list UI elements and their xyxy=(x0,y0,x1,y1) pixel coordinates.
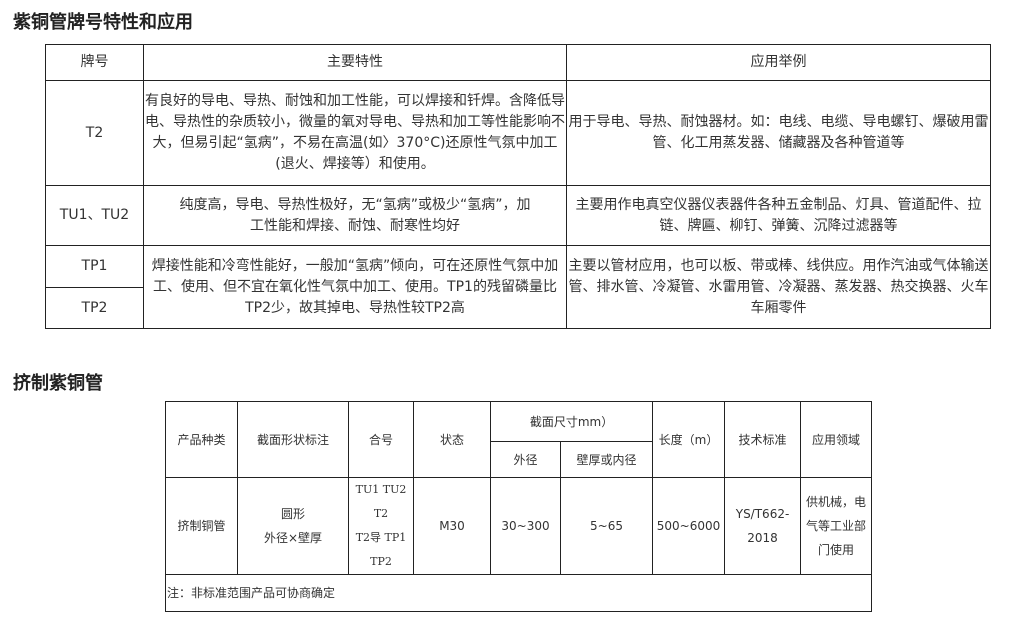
applications-cell: 主要用作电真空仪器仪表器件各种五金制品、灯具、管道配件、拉链、牌匾、柳钉、弹簧、… xyxy=(566,185,991,246)
table-row: TU1、TU2 纯度高，导电、导热性极好，无“氢病”或极少“氢病”，加工性能和焊… xyxy=(45,185,991,246)
field-cell: 供机械，电气等工业部门使用 xyxy=(800,477,873,575)
note-row: 注：非标准范围产品可协商确定 xyxy=(164,574,873,612)
header-wall: 壁厚或内径 xyxy=(559,441,654,478)
length-cell: 500~6000 xyxy=(652,477,726,575)
header-outer: 外径 xyxy=(490,441,561,478)
grade-properties-table: 牌号 主要特性 应用举例 T2 有良好的导电、导热、耐蚀和加工性能，可以焊接和钎… xyxy=(45,44,991,329)
header-section-size: 截面尺寸mm） xyxy=(489,401,654,442)
section-title-extruded: 挤制紫铜管 xyxy=(13,373,103,394)
grade-cell: T2 xyxy=(45,80,144,186)
state-cell: M30 xyxy=(413,477,491,575)
header-properties: 主要特性 xyxy=(143,44,567,81)
header-length: 长度（m） xyxy=(652,401,726,478)
table-header-row: 牌号 主要特性 应用举例 xyxy=(45,44,991,81)
grade-cell: TU1、TU2 xyxy=(45,185,144,246)
header-grade: 牌号 xyxy=(45,44,144,81)
table-header-row: 产品种类 截面形状标注 合号 状态 截面尺寸mm） 长度（m） 技术标准 应用领… xyxy=(165,401,873,478)
shape-line: 外径×壁厚 xyxy=(263,531,323,545)
header-state: 状态 xyxy=(413,401,491,478)
header-standard: 技术标准 xyxy=(724,401,802,478)
note-text: 注：非标准范围产品可协商确定 xyxy=(164,574,873,612)
properties-cell: 纯度高，导电、导热性极好，无“氢病”或极少“氢病”，加工性能和焊接、耐蚀、耐寒性… xyxy=(143,185,567,246)
alloy-line: TP2 xyxy=(370,555,392,568)
table-row: T2 有良好的导电、导热、耐蚀和加工性能，可以焊接和钎焊。含降低导电、导热性的杂… xyxy=(45,80,991,186)
extruded-tube-table: 产品种类 截面形状标注 合号 状态 截面尺寸mm） 长度（m） 技术标准 应用领… xyxy=(164,401,873,612)
header-field: 应用领域 xyxy=(800,401,873,478)
table-row: TP2 xyxy=(45,287,991,329)
alloy-line: T2导 TP1 xyxy=(355,531,407,544)
alloy-cell: TU1 TU2 T2 T2导 TP1 TP2 xyxy=(348,477,414,575)
grade-cell: TP1 xyxy=(45,245,144,288)
table-row: 挤制铜管 圆形外径×壁厚 TU1 TU2 T2 T2导 TP1 TP2 M30 30… xyxy=(165,477,873,575)
header-alloy: 合号 xyxy=(348,401,414,478)
header-applications: 应用举例 xyxy=(566,44,991,81)
outer-cell: 30~300 xyxy=(490,477,561,575)
alloy-line: TU1 TU2 T2 xyxy=(355,483,407,520)
wall-cell: 5~65 xyxy=(559,477,654,575)
product-cell: 挤制铜管 xyxy=(165,477,238,575)
section-title-properties: 紫铜管牌号特性和应用 xyxy=(13,12,193,33)
shape-line: 圆形 xyxy=(280,507,305,521)
applications-cell: 用于导电、导热、耐蚀器材。如：电线、电缆、导电螺钉、爆破用雷管、化工用蒸发器、储… xyxy=(566,80,991,186)
grade-cell: TP2 xyxy=(45,287,144,329)
header-shape: 截面形状标注 xyxy=(237,401,349,478)
header-product: 产品种类 xyxy=(165,401,238,478)
table-row: TP1 焊接性能和冷弯性能好，一般加“氢病”倾向，可在还原性气氛中加工、使用、但… xyxy=(45,245,991,329)
properties-cell: 有良好的导电、导热、耐蚀和加工性能，可以焊接和钎焊。含降低导电、导热性的杂质较小… xyxy=(143,80,567,186)
applications-cell: 主要以管材应用，也可以板、带或棒、线供应。用作汽油或气体输送管、排水管、冷凝管、… xyxy=(566,245,991,329)
shape-cell: 圆形外径×壁厚 xyxy=(237,477,349,575)
standard-cell: YS/T662-2018 xyxy=(724,477,802,575)
properties-cell: 焊接性能和冷弯性能好，一般加“氢病”倾向，可在还原性气氛中加工、使用、但不宜在氧… xyxy=(143,245,567,329)
table-subheader-row: 外径 壁厚或内径 xyxy=(166,441,872,478)
